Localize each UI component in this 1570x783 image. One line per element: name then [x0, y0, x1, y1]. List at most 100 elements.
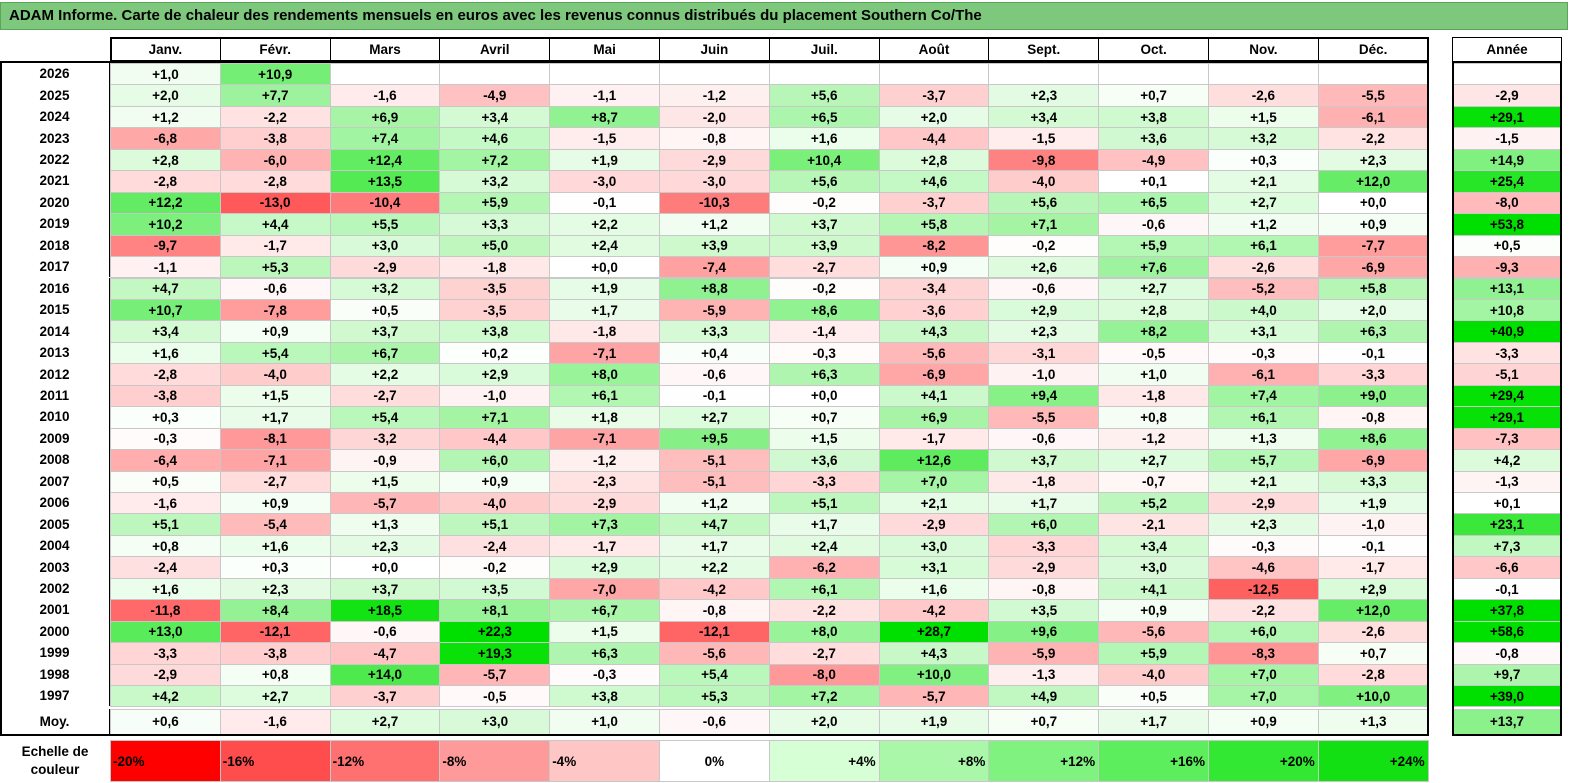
heatmap-cell: +2,3	[1317, 148, 1429, 172]
heatmap-cell: -4,0	[439, 492, 551, 515]
heatmap-cell: +0,9	[439, 470, 551, 493]
heatmap-cell	[988, 63, 1100, 86]
heatmap-cell: -0,6	[988, 277, 1100, 300]
heatmap-cell: +0,3	[1208, 148, 1319, 172]
annual-cell: +29,1	[1452, 406, 1562, 429]
heatmap-cell: +5,1	[110, 513, 221, 536]
heatmap-cell: +2,1	[1208, 170, 1319, 193]
row-year-label: 2019	[0, 213, 110, 235]
row-year-label: 2026	[0, 63, 110, 85]
row-year-label: 2006	[0, 492, 110, 514]
heatmap-cell: -3,7	[878, 84, 990, 107]
heatmap-cell: +8,1	[439, 599, 551, 622]
annual-cell: +9,7	[1452, 663, 1562, 687]
heatmap-cell: +0,8	[1098, 406, 1209, 429]
heatmap-cell: +7,0	[1208, 685, 1319, 708]
heatmap-cell: -2,6	[1208, 256, 1319, 279]
heatmap-cell: -8,1	[219, 427, 331, 451]
heatmap-cell: -8,0	[768, 663, 880, 687]
heatmap-cell: -1,2	[1098, 427, 1209, 451]
heatmap-cell: +1,5	[549, 620, 660, 644]
heatmap-cell: -5,4	[219, 513, 331, 536]
average-cell: +0,7	[988, 708, 1100, 735]
heatmap-cell: +6,3	[768, 363, 880, 386]
heatmap-cell: +2,2	[549, 213, 660, 236]
row-year-label: 2022	[0, 148, 110, 171]
heatmap-cell: -7,4	[659, 256, 770, 279]
annual-cell	[1452, 63, 1562, 86]
heatmap-cell: -1,2	[659, 84, 770, 107]
heatmap-cell: -4,0	[1098, 663, 1209, 687]
heatmap-cell: +5,5	[329, 213, 441, 236]
heatmap-cell: -5,2	[1208, 277, 1319, 300]
scale-swatch: -8%	[439, 740, 551, 782]
heatmap-cell: +28,7	[878, 620, 990, 644]
heatmap-cell: +3,7	[988, 449, 1100, 472]
heatmap-cell: +2,7	[1208, 191, 1319, 215]
scale-swatch: -20%	[110, 740, 221, 782]
heatmap-cell: -2,8	[110, 170, 221, 193]
heatmap-cell: +8,2	[1098, 320, 1209, 343]
annual-cell: +7,3	[1452, 534, 1562, 558]
row-year-label: 2010	[0, 406, 110, 428]
scale-swatch: -4%	[549, 740, 660, 782]
heatmap-cell: +1,9	[549, 277, 660, 300]
average-cell: +2,0	[768, 708, 880, 735]
heatmap-cell: -6,0	[219, 148, 331, 172]
heatmap-cell: +2,2	[329, 363, 441, 386]
heatmap-cell: -3,2	[329, 427, 441, 451]
heatmap-cell: +0,8	[110, 534, 221, 558]
heatmap-cell: +3,3	[439, 213, 551, 236]
chart-title: ADAM Informe. Carte de chaleur des rende…	[9, 7, 982, 24]
heatmap-cell: +4,7	[659, 513, 770, 536]
heatmap-cell: +1,7	[768, 513, 880, 536]
heatmap-cell: +0,3	[219, 556, 331, 579]
heatmap-cell: +3,9	[768, 234, 880, 258]
heatmap-cell: +3,8	[1098, 105, 1209, 129]
heatmap-cell: +10,0	[878, 663, 990, 687]
title-bar: ADAM Informe. Carte de chaleur des rende…	[0, 2, 1568, 30]
average-cell: +1,3	[1317, 708, 1429, 735]
heatmap-cell: +1,5	[329, 470, 441, 493]
heatmap-cell: +3,4	[439, 105, 551, 129]
heatmap-cell: -5,7	[439, 663, 551, 687]
heatmap-cell: +10,9	[219, 63, 331, 86]
heatmap-cell: +1,3	[329, 513, 441, 536]
heatmap-cell: +2,0	[878, 105, 990, 129]
heatmap-cell: -3,7	[329, 685, 441, 708]
heatmap-cell: -1,7	[878, 427, 990, 451]
heatmap-cell: +2,3	[329, 534, 441, 558]
heatmap-cell: +5,6	[768, 84, 880, 107]
heatmap-cell: +3,8	[439, 320, 551, 343]
heatmap-cell: +2,6	[988, 256, 1100, 279]
heatmap-cell: -8,3	[1208, 642, 1319, 665]
heatmap-cell: +0,0	[768, 384, 880, 408]
annual-cell: -3,3	[1452, 341, 1562, 365]
annual-cell: -6,6	[1452, 556, 1562, 579]
heatmap-cell: -2,6	[1208, 84, 1319, 107]
heatmap-cell: -0,6	[659, 363, 770, 386]
heatmap-cell: -0,8	[659, 127, 770, 150]
average-cell: +1,9	[878, 708, 990, 735]
heatmap-cell: -0,3	[110, 427, 221, 451]
heatmap-cell: -6,8	[110, 127, 221, 150]
heatmap-cell: +1,8	[549, 406, 660, 429]
heatmap-cell: +1,6	[219, 534, 331, 558]
average-cell: +3,0	[439, 708, 551, 735]
heatmap-cell: -0,6	[1098, 213, 1209, 236]
row-year-label: 2016	[0, 277, 110, 299]
heatmap-cell: +7,6	[1098, 256, 1209, 279]
heatmap-cell: +0,9	[219, 320, 331, 343]
heatmap-cell: +6,0	[439, 449, 551, 472]
heatmap-cell: +6,1	[1208, 234, 1319, 258]
annual-cell: -7,3	[1452, 427, 1562, 451]
heatmap-cell	[1208, 63, 1319, 86]
heatmap-cell: -4,4	[878, 127, 990, 150]
heatmap-cell: +2,2	[659, 556, 770, 579]
heatmap-cell: -0,2	[988, 234, 1100, 258]
heatmap-cell: +6,9	[878, 406, 990, 429]
heatmap-cell: -1,1	[110, 256, 221, 279]
heatmap-cell: +6,1	[768, 577, 880, 601]
heatmap-cell: +2,8	[110, 148, 221, 172]
scale-swatch: +16%	[1098, 740, 1209, 782]
